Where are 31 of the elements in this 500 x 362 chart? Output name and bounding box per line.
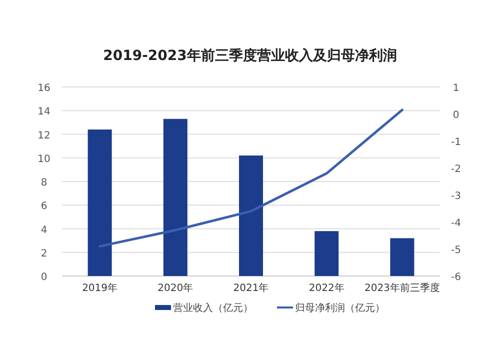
x-tick-label: 2020年 [158, 282, 194, 294]
y2-tick-label: -5 [451, 245, 461, 256]
y2-tick-label: -1 [451, 137, 461, 148]
y2-tick-label: -2 [451, 164, 461, 175]
x-tick-label: 2023年前三季度 [364, 282, 440, 294]
y-tick-label: 14 [38, 106, 50, 118]
y2-tick-label: 1 [452, 83, 460, 94]
y2-tick-label: -3 [451, 191, 461, 202]
y2-tick-label: -4 [451, 218, 461, 229]
bar [314, 231, 339, 276]
y-tick-label: 8 [40, 178, 48, 188]
x-tick-label: 2021年 [233, 282, 269, 294]
x-tick-label: 2019年 [82, 282, 118, 294]
bar [88, 130, 112, 276]
bar [239, 156, 263, 276]
x-tick-label: 2022年 [308, 282, 344, 294]
y-tick-label: 6 [40, 201, 48, 212]
y-tick-label: 2 [40, 248, 48, 260]
y-tick-label: 10 [38, 154, 50, 165]
legend-label: 营业收入（亿元） [173, 302, 253, 314]
y2-tick-label: -6 [451, 272, 461, 283]
legend-label: 归母净利润（亿元） [295, 302, 385, 314]
bar [163, 118, 188, 276]
bar [390, 238, 414, 276]
line-series [98, 108, 404, 248]
y-tick-label: 0 [40, 272, 48, 283]
y-tick-label: 12 [38, 130, 50, 142]
y-tick-label: 4 [40, 224, 48, 236]
chart-title: 2019-2023年前三季度营业收入及归母净利润 [103, 47, 397, 64]
y2-tick-label: 0 [452, 110, 460, 121]
y-tick-label: 16 [38, 83, 50, 94]
